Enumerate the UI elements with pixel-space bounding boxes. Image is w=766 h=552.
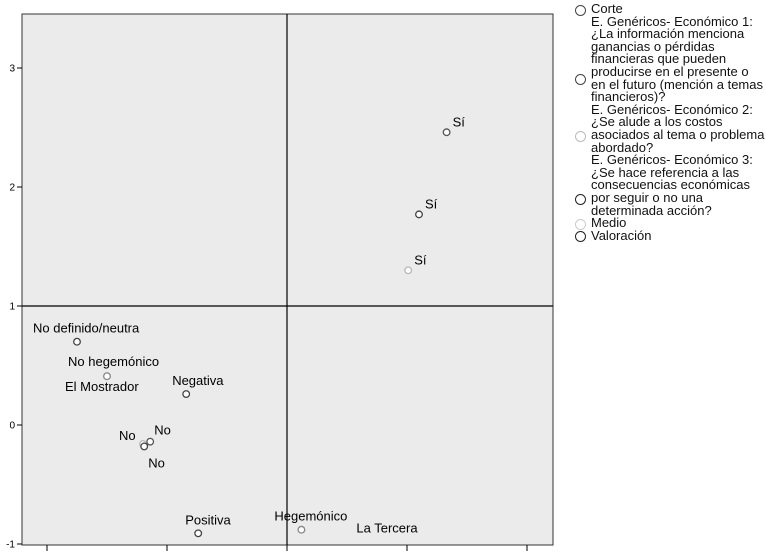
data-point [404, 266, 413, 275]
data-label: No [119, 428, 136, 443]
data-label: No [154, 423, 171, 438]
data-label: El Mostrador [65, 379, 139, 394]
data-point [297, 525, 306, 534]
legend-label: Medio [591, 215, 627, 231]
data-label: Sí [425, 196, 438, 211]
y-tick-label: -1 [6, 540, 15, 551]
x-axis [46, 545, 528, 551]
y-tick-label: 1 [9, 302, 15, 313]
legend-label: Valoración [591, 227, 652, 243]
data-point [140, 442, 149, 451]
y-tick-label: 2 [9, 183, 15, 194]
data-label: Sí [414, 252, 427, 267]
data-point [194, 529, 203, 538]
data-labels: Sí Sí Sí No definido/neutra No hegemónico El … [33, 114, 465, 535]
legend-label: Corte [591, 1, 623, 16]
legend-marker-icon [575, 4, 586, 16]
data-label: No [148, 455, 165, 470]
y-tick-label: 0 [9, 421, 15, 432]
reference-lines [22, 14, 553, 545]
legend: Corte E. Genéricos- Económico 1: ¿La info… [574, 1, 766, 243]
legend-item: Valoración [574, 227, 766, 243]
legend-item: E. Genéricos- Económico 2: ¿Se alude a l… [574, 101, 766, 155]
legend-marker-icon [575, 74, 586, 86]
data-points [73, 128, 451, 538]
data-label: La Tercera [356, 521, 418, 536]
data-label: Positiva [185, 512, 231, 527]
data-label: Hegemónico [274, 509, 347, 524]
legend-item: E. Genéricos- Económico 1: ¿La informaci… [574, 13, 766, 105]
legend-marker-icon [575, 130, 586, 142]
data-label: No hegemónico [68, 354, 159, 369]
y-tick-label: 3 [9, 64, 15, 75]
legend-item: Corte [574, 1, 766, 16]
data-label: No definido/neutra [33, 321, 140, 336]
scatter-plot: -1 0 1 2 3 Sí Sí Sí No definido/neutra No hegemó… [6, 13, 554, 551]
legend-label: E. Genéricos- Económico 2: ¿Se alude a l… [591, 101, 765, 155]
data-point [73, 337, 81, 346]
legend-marker-icon [575, 193, 586, 205]
legend-label: E. Genéricos- Económico 3: ¿Se hace refe… [591, 152, 753, 218]
data-point [442, 128, 451, 137]
legend-item: Medio [574, 215, 766, 231]
y-axis: -1 0 1 2 3 [6, 64, 22, 551]
legend-item: E. Genéricos- Económico 3: ¿Se hace refe… [574, 152, 766, 218]
data-point [415, 210, 423, 219]
legend-label: E. Genéricos- Económico 1: ¿La informaci… [591, 13, 763, 105]
legend-marker-icon [575, 218, 586, 230]
data-label: Negativa [172, 373, 224, 388]
legend-marker-icon [575, 231, 586, 243]
data-point [103, 372, 111, 381]
data-label: Sí [453, 114, 466, 129]
data-point [146, 437, 155, 446]
data-point [182, 390, 191, 399]
